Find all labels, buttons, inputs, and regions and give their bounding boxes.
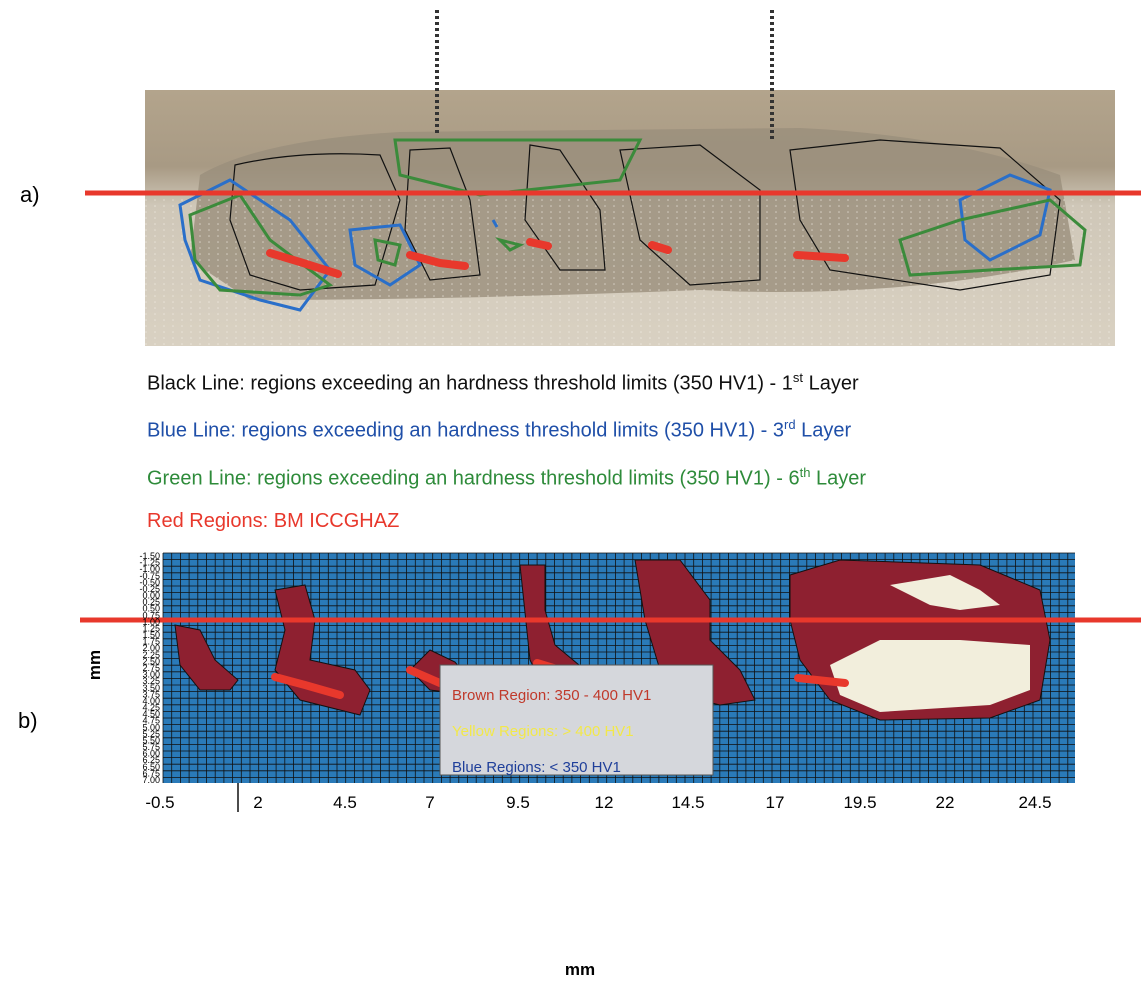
y-tick-label: 6.25 <box>142 755 160 765</box>
legend-entry: Blue Line: regions exceeding an hardness… <box>147 417 851 443</box>
x-tick-label: -0.5 <box>145 793 174 812</box>
x-tick-label: 19.5 <box>843 793 876 812</box>
legend-text: Blue Line: regions exceeding an hardness… <box>147 419 785 442</box>
map-legend-entry: Yellow Regions: > 400 HV1 <box>452 723 634 740</box>
y-tick-label: 2.00 <box>142 643 160 653</box>
y-tick-label: 4.25 <box>142 703 160 713</box>
y-tick-label: 1.50 <box>142 630 160 640</box>
x-tick-label: 22 <box>936 793 955 812</box>
y-tick-label: -1.00 <box>139 564 160 574</box>
y-tick-label: 1.75 <box>142 637 160 647</box>
legend-text: st <box>792 370 804 385</box>
panel-label: b) <box>18 708 38 733</box>
y-tick-label: 5.50 <box>142 735 160 745</box>
y-tick-label: -0.25 <box>139 584 160 594</box>
x-tick-label: 4.5 <box>333 793 357 812</box>
y-tick-label: 4.00 <box>142 696 160 706</box>
y-tick-label: -1.25 <box>139 558 160 568</box>
y-tick-label: 6.50 <box>142 762 160 772</box>
y-tick-label: 2.25 <box>142 650 160 660</box>
y-tick-label: 3.00 <box>142 670 160 680</box>
x-tick-label: 7 <box>425 793 434 812</box>
x-tick-label: 17 <box>766 793 785 812</box>
x-tick-label: 24.5 <box>1018 793 1051 812</box>
y-tick-label: 0.00 <box>142 591 160 601</box>
y-tick-label: 1.00 <box>142 617 160 627</box>
x-tick-label: 9.5 <box>506 793 530 812</box>
y-tick-label: 5.75 <box>142 742 160 752</box>
y-tick-label: 4.75 <box>142 716 160 726</box>
y-tick-label: 5.25 <box>142 729 160 739</box>
y-tick-label: 6.75 <box>142 768 160 778</box>
yellow-regions <box>830 575 1030 712</box>
legend-text: rd <box>784 417 796 432</box>
y-tick-label: 2.75 <box>142 663 160 673</box>
legend-text: Layer <box>815 467 867 490</box>
legend-text: th <box>799 465 811 480</box>
x-tick-label: 2 <box>253 793 262 812</box>
y-tick-label: -0.50 <box>139 577 160 587</box>
x-tick-label: 14.5 <box>671 793 704 812</box>
y-tick-label: 5.00 <box>142 722 160 732</box>
y-tick-label: 1.25 <box>142 623 160 633</box>
y-axis-label: mm <box>85 650 104 680</box>
green-outlines <box>188 138 1087 297</box>
y-tick-label: 3.75 <box>142 689 160 699</box>
legend-text: Layer <box>801 419 852 442</box>
y-tick-label: 0.50 <box>142 604 160 614</box>
y-tick-label: 3.50 <box>142 683 160 693</box>
legend-text: Layer <box>808 372 859 395</box>
y-tick-label: 2.50 <box>142 656 160 666</box>
legend-entry: Black Line: regions exceeding an hardnes… <box>147 370 859 396</box>
x-axis-label: mm <box>565 960 595 979</box>
legend-entry: Green Line: regions exceeding an hardnes… <box>147 465 866 491</box>
legend-text: Red Regions: BM ICCGHAZ <box>147 510 400 532</box>
legend-text: Black Line: regions exceeding an hardnes… <box>147 372 793 395</box>
y-tick-label: 0.25 <box>142 597 160 607</box>
y-tick-label: 7.00 <box>142 775 160 785</box>
y-tick-label: 6.00 <box>142 749 160 759</box>
panel-label: a) <box>20 182 40 207</box>
map-legend-box <box>439 664 714 776</box>
map-legend-entry: Brown Region: 350 - 400 HV1 <box>452 687 651 704</box>
black-outlines <box>229 139 1061 291</box>
x-tick-label: 12 <box>595 793 614 812</box>
red-regions <box>266 238 849 278</box>
map-legend-entry: Blue Regions: < 350 HV1 <box>452 759 621 776</box>
legend-text: Green Line: regions exceeding an hardnes… <box>147 467 800 490</box>
y-tick-label: 0.75 <box>142 610 160 620</box>
y-tick-label: 3.25 <box>142 676 160 686</box>
legend-entry: Red Regions: BM ICCGHAZ <box>147 510 399 533</box>
y-tick-label: -0.75 <box>139 571 160 581</box>
y-tick-label: -1.50 <box>139 551 160 561</box>
y-tick-label: 4.50 <box>142 709 160 719</box>
